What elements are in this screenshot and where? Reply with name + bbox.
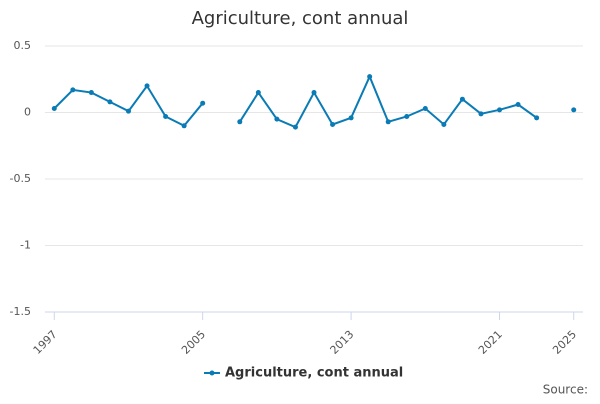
point bbox=[163, 113, 169, 119]
point bbox=[478, 111, 484, 117]
point bbox=[70, 87, 76, 93]
y-tick-label: -1 bbox=[20, 239, 31, 252]
x-tick-label: 2005 bbox=[179, 328, 208, 357]
source: Source: bbox=[543, 383, 588, 397]
point bbox=[385, 119, 391, 125]
point bbox=[571, 107, 577, 113]
point bbox=[441, 121, 447, 127]
chart-title: Agriculture, cont annual bbox=[192, 8, 409, 29]
legend-label: Agriculture, cont annual bbox=[225, 366, 403, 381]
point bbox=[107, 99, 113, 105]
line bbox=[54, 77, 573, 128]
point bbox=[274, 116, 280, 122]
point bbox=[181, 123, 187, 129]
point bbox=[330, 121, 336, 127]
point bbox=[422, 106, 428, 112]
point bbox=[237, 119, 243, 125]
point bbox=[367, 74, 373, 80]
y-tick-label: -0.5 bbox=[10, 172, 31, 185]
point bbox=[515, 102, 521, 108]
point bbox=[51, 106, 57, 112]
point bbox=[292, 124, 298, 130]
point bbox=[125, 108, 131, 114]
point bbox=[459, 96, 465, 102]
point bbox=[255, 90, 261, 96]
point bbox=[144, 83, 150, 89]
x-tick-label: 2025 bbox=[550, 328, 579, 357]
point bbox=[88, 90, 94, 96]
x-tick-label: 2013 bbox=[328, 328, 357, 357]
point bbox=[404, 113, 410, 119]
x-tick-label: 2021 bbox=[476, 328, 505, 357]
point bbox=[348, 115, 354, 121]
y-tick-label: 0 bbox=[24, 106, 31, 119]
y-tick-label: 0.5 bbox=[14, 39, 32, 52]
point bbox=[200, 100, 206, 106]
y-tick-label: -1.5 bbox=[10, 305, 31, 318]
x-tick-label: 1997 bbox=[31, 328, 60, 357]
legend-symbol bbox=[209, 370, 215, 376]
point bbox=[311, 90, 317, 96]
point bbox=[497, 107, 503, 113]
point bbox=[534, 115, 540, 121]
